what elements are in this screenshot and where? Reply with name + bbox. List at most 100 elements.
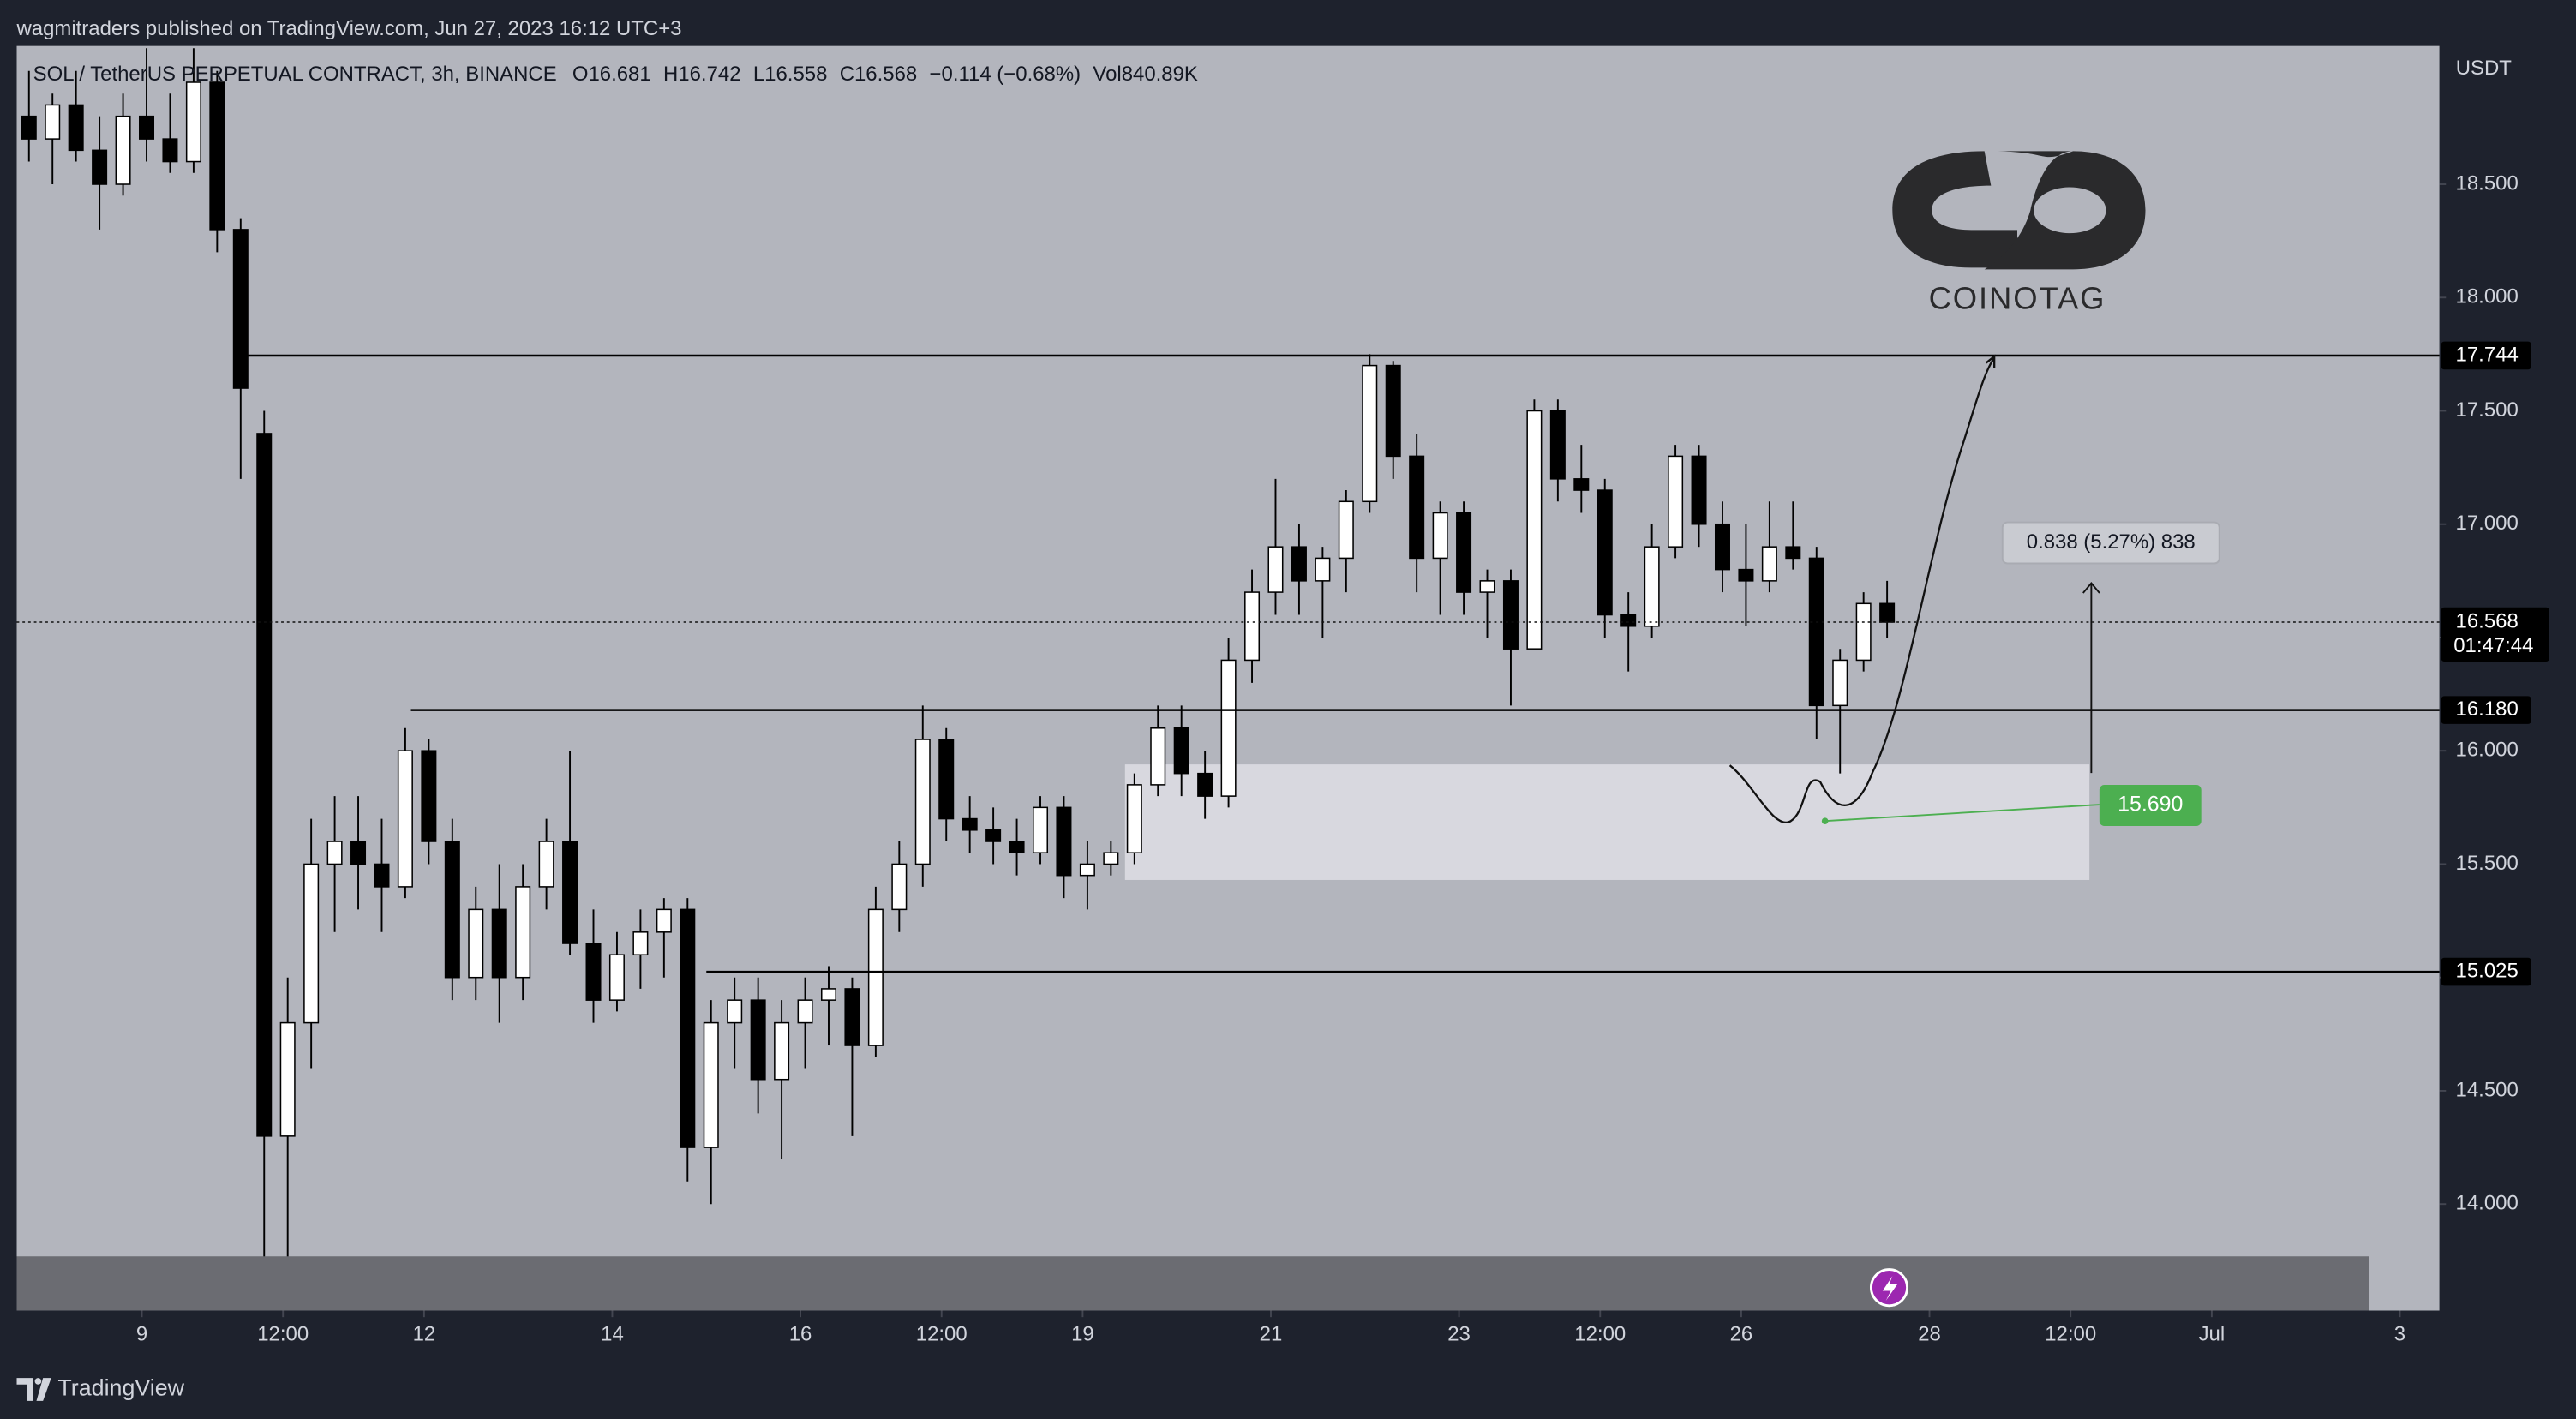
candle-body (680, 908, 696, 1148)
candle-body (1103, 852, 1119, 865)
footer: TradingView (16, 1375, 185, 1401)
measure-arrowhead (2082, 582, 2100, 594)
x-tick-label: 26 (1730, 1323, 1753, 1346)
candle-body (585, 943, 602, 1001)
level-label: 16.180 (2456, 698, 2519, 721)
candle-body (303, 863, 320, 1024)
candle-body (1385, 364, 1401, 458)
candle-body (1691, 455, 1707, 525)
legend-open: O16.681 (572, 63, 651, 86)
level-label-box (2441, 341, 2531, 370)
x-tick-label: 12:00 (916, 1323, 967, 1346)
y-tick-label: 18.000 (2456, 285, 2519, 308)
candle-body (1197, 772, 1213, 797)
candle-body (1479, 580, 1495, 593)
watermark: COINOTAG (1929, 280, 2106, 315)
watermark-logo (1892, 151, 2146, 270)
x-tick-label: 14 (601, 1323, 624, 1346)
candle-body (1291, 546, 1307, 582)
zone-layer (1124, 764, 2090, 880)
level-label: 17.744 (2456, 343, 2519, 366)
candle-body (938, 739, 955, 820)
x-tick-label: 28 (1918, 1323, 1941, 1346)
candle-body (1267, 546, 1284, 593)
candle-body (1244, 591, 1261, 662)
x-tick-label: 12:00 (2045, 1323, 2096, 1346)
candle-body (820, 988, 836, 1001)
x-tick-label: 3 (2394, 1323, 2405, 1346)
candle-body (1526, 410, 1543, 650)
candle-body (92, 149, 108, 185)
y-tick-label: 17.000 (2456, 512, 2519, 535)
candle-body (209, 81, 225, 231)
candle-body (914, 739, 931, 865)
candle-body (727, 999, 743, 1024)
overlay-layer: 0.838 (5.27%) 838 15.690 (16, 354, 2440, 973)
header: wagmitraders published on TradingView.co… (15, 17, 681, 40)
candle-body (1549, 410, 1566, 480)
legend-close: C16.568 (840, 63, 918, 86)
legend-change: −0.114 (−0.68%) (930, 63, 1081, 86)
legend-low: L16.558 (753, 63, 828, 86)
level-label: 15.025 (2456, 959, 2519, 982)
candle-body (774, 1021, 790, 1081)
candle-body (397, 750, 413, 888)
candle-body (45, 104, 61, 140)
footer-text: TradingView (57, 1375, 184, 1401)
candle-body (1173, 727, 1189, 775)
candle-body (1079, 863, 1095, 877)
x-tick-label: 9 (136, 1323, 147, 1346)
candle-body (1855, 602, 1872, 662)
candle-body (608, 954, 625, 1001)
logo-hole (2034, 187, 2106, 234)
candle-body (1761, 546, 1777, 582)
plot: COINOTAG 0.838 (5.27%) 838 15.690 (16, 48, 2440, 1311)
bottom-band (16, 1256, 2369, 1311)
x-tick-label: 21 (1260, 1323, 1283, 1346)
candle-body (115, 115, 131, 185)
candle-body (1573, 478, 1590, 491)
candle-body (632, 931, 649, 956)
candle-body (1738, 568, 1754, 582)
legend-symbol: SOL / TetherUS PERPETUAL CONTRACT, 3h, B… (33, 63, 557, 86)
candle-body (1220, 659, 1237, 797)
x-tick-label: Jul (2199, 1323, 2226, 1346)
candle-body (1362, 364, 1378, 503)
candle-body (1409, 455, 1425, 560)
zone (1124, 764, 2090, 880)
candle-layer (21, 48, 1896, 1311)
candle-body (468, 908, 484, 979)
footer-logo (34, 1378, 42, 1385)
candle-body (1315, 557, 1331, 582)
candle-body (703, 1021, 719, 1148)
candle-body (1879, 602, 1896, 623)
measure-label-box (2001, 521, 2220, 565)
candle-body (491, 908, 507, 979)
candle-body (1597, 489, 1613, 616)
candle-body (1056, 806, 1072, 877)
legend-high: H16.742 (663, 63, 741, 86)
candle-body (326, 841, 343, 865)
y-tick-label: 16.000 (2456, 739, 2519, 762)
event-icon-bolt (1882, 1276, 1898, 1301)
candle-body (1033, 806, 1049, 854)
candle-body (1009, 841, 1025, 854)
legend: SOL / TetherUS PERPETUAL CONTRACT, 3h, B… (33, 63, 1198, 86)
candle-body (279, 1021, 296, 1137)
candle-body (962, 817, 978, 831)
x-tick-label: 12:00 (257, 1323, 309, 1346)
y-tick-label: 14.500 (2456, 1078, 2519, 1101)
candle-body (1668, 455, 1684, 548)
axis-layer: 14.00014.50015.00015.50016.00016.50017.0… (136, 171, 2549, 1346)
currency-label: USDT (2456, 57, 2513, 80)
y-tick-label: 14.000 (2456, 1192, 2519, 1215)
candle-body (985, 829, 1002, 842)
y-tick-label: 15.500 (2456, 852, 2519, 875)
candle-body (1714, 523, 1730, 571)
candle-body (256, 433, 273, 1137)
candle-body (139, 115, 155, 140)
last-price-label: 16.568 (2456, 609, 2519, 632)
candle-body (374, 863, 390, 888)
candle-body (891, 863, 908, 911)
